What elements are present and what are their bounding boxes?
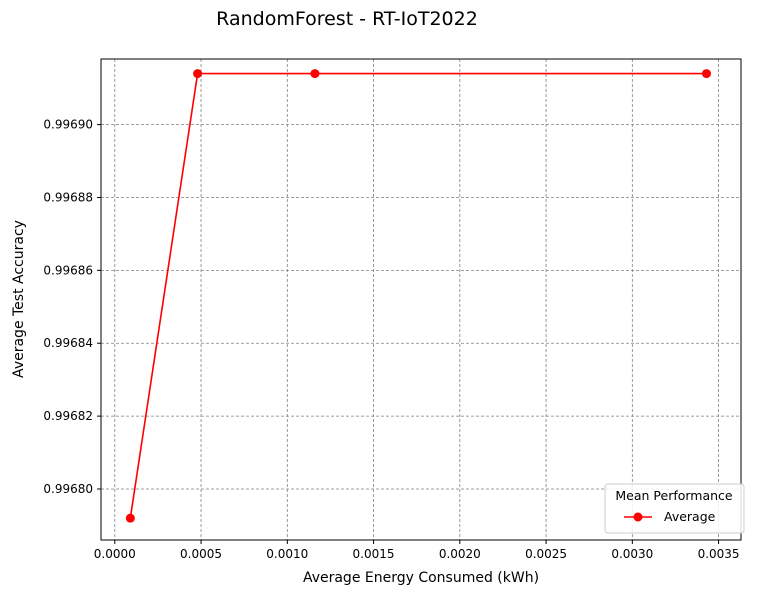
- y-tick-label: 0.99682: [43, 409, 93, 423]
- data-point: [193, 69, 203, 79]
- data-point: [125, 513, 135, 523]
- x-axis-title: Average Energy Consumed (kWh): [303, 570, 539, 586]
- series-line-average: [129, 72, 707, 519]
- y-tick-label: 0.99680: [43, 482, 93, 496]
- x-tick-label: 0.0010: [266, 547, 308, 561]
- x-tick-label: 0.0015: [353, 547, 395, 561]
- grid: [101, 59, 741, 540]
- legend-item-average: Average: [664, 509, 716, 524]
- x-tick-label: 0.0000: [94, 547, 136, 561]
- legend-title: Mean Performance: [615, 488, 733, 503]
- data-point: [701, 69, 711, 79]
- series-layer: [125, 69, 711, 523]
- y-tick-label: 0.99688: [43, 190, 93, 204]
- y-axis: 0.99680 0.99682 0.99684 0.99686 0.99688 0.996…: [43, 118, 101, 496]
- y-axis-title: Average Test Accuracy: [11, 220, 27, 378]
- x-tick-label: 0.0005: [180, 547, 222, 561]
- chart-title: RandomForest - RT-IoT2022: [216, 8, 478, 30]
- x-tick-label: 0.0025: [525, 547, 567, 561]
- y-tick-label: 0.99684: [43, 336, 93, 350]
- legend: Mean Performance Average: [604, 483, 745, 534]
- x-tick-label: 0.0035: [698, 547, 740, 561]
- x-tick-label: 0.0030: [611, 547, 653, 561]
- y-tick-label: 0.99690: [43, 118, 93, 132]
- plot-frame: [100, 58, 742, 541]
- y-tick-label: 0.99686: [43, 263, 93, 277]
- x-tick-label: 0.0020: [439, 547, 481, 561]
- x-axis: 0.0000 0.0005 0.0010 0.0015 0.0020 0.0025 0.00…: [94, 540, 740, 561]
- data-point: [310, 69, 320, 79]
- legend-marker: [633, 512, 643, 522]
